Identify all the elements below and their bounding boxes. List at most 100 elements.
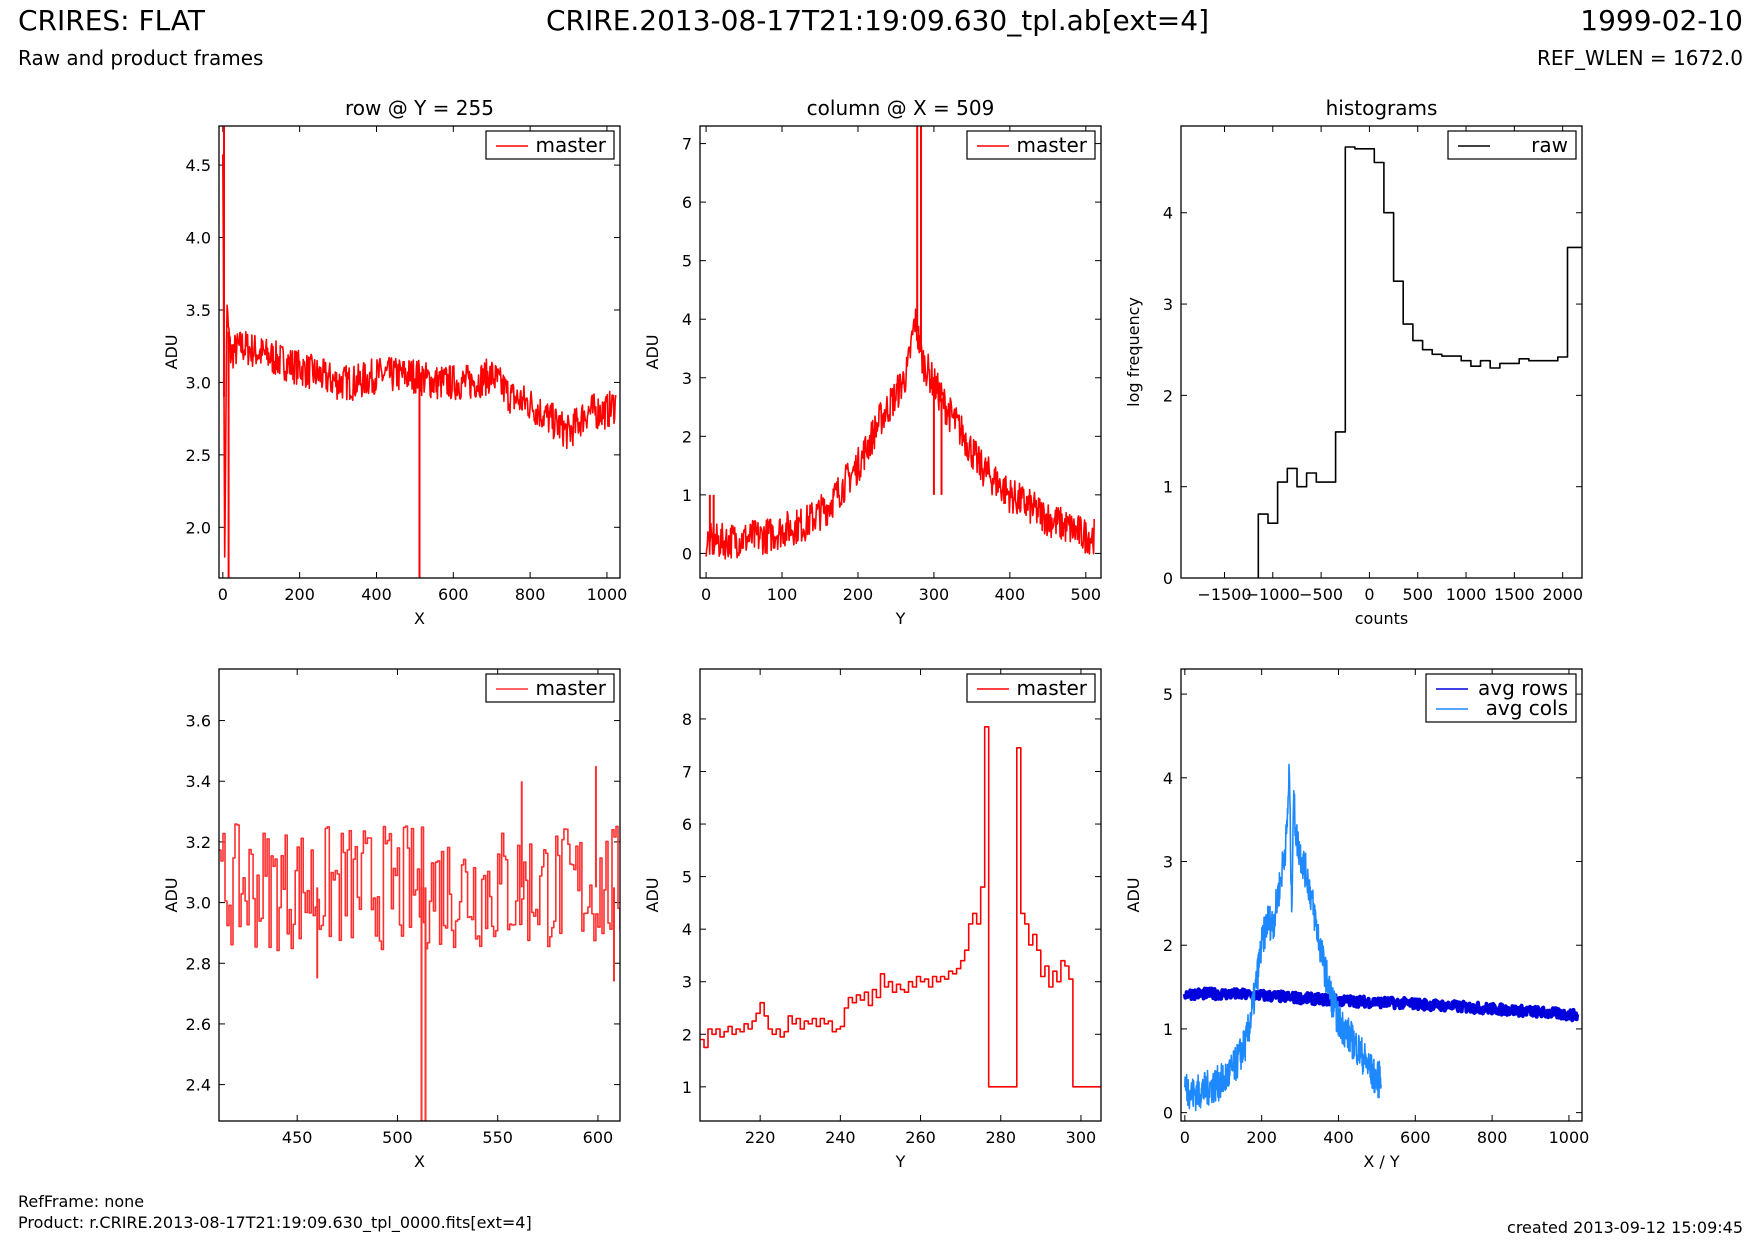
y-tick-label: 4.0: [186, 229, 211, 248]
x-tick-label: 200: [284, 585, 315, 604]
y-tick-label: 2.6: [186, 1015, 211, 1034]
y-tick-label: 4: [682, 310, 692, 329]
y-tick-label: 3: [1163, 295, 1173, 314]
x-tick-label: 1000: [1446, 585, 1487, 604]
x-axis-label-p2: Y: [895, 609, 906, 628]
legend-box-p4: [485, 673, 615, 703]
y-tick-label: 2.4: [186, 1076, 211, 1095]
y-tick-label: 0: [1163, 1104, 1173, 1123]
y-tick-label: 1: [682, 1078, 692, 1097]
legend-label: raw: [1531, 133, 1568, 157]
x-tick-label: 500: [382, 1128, 413, 1147]
x-tick-label: 450: [282, 1128, 313, 1147]
x-tick-label: 0: [701, 585, 711, 604]
x-tick-label: −500: [1299, 585, 1343, 604]
legend-box-p3: [1447, 130, 1577, 160]
file-title: CRIRE.2013-08-17T21:19:09.630_tpl.ab[ext…: [545, 4, 1209, 37]
plot-frame-p3: [1180, 125, 1583, 579]
y-axis-label-p1: ADU: [162, 335, 181, 370]
date-label: 1999-02-10: [1580, 4, 1743, 37]
plot-area-p5: [700, 726, 1101, 1088]
legend-box-p2: [966, 130, 1096, 160]
y-axis-label-p5: ADU: [643, 878, 662, 913]
y-tick-label: 6: [682, 815, 692, 834]
x-tick-label: 240: [825, 1128, 856, 1147]
plot-area-p1: [222, 126, 617, 578]
x-axis-label-p1: X: [414, 609, 425, 628]
x-tick-label: 500: [1402, 585, 1433, 604]
y-tick-label: 0: [682, 544, 692, 563]
y-axis-label-p3: log frequency: [1124, 297, 1143, 407]
y-tick-label: 4: [1163, 204, 1173, 223]
series-line-p4-0: [219, 823, 620, 952]
legend-label: avg rows: [1478, 676, 1568, 700]
y-tick-label: 1: [682, 486, 692, 505]
x-tick-label: 1500: [1494, 585, 1535, 604]
x-tick-label: −1500: [1197, 585, 1251, 604]
x-tick-label: 550: [482, 1128, 513, 1147]
plot-frame-p6: [1180, 668, 1583, 1122]
x-tick-label: 400: [995, 585, 1026, 604]
y-tick-label: 4.5: [186, 156, 211, 175]
y-tick-label: 2: [682, 1025, 692, 1044]
plot-frame-p2: [699, 125, 1102, 579]
legend-box-p6: [1425, 673, 1577, 723]
y-tick-label: 3.2: [186, 833, 211, 852]
x-tick-label: 0: [1180, 1128, 1190, 1147]
x-tick-label: 200: [1246, 1128, 1277, 1147]
y-tick-label: 4: [1163, 769, 1173, 788]
x-tick-label: 500: [1071, 585, 1102, 604]
y-axis-label-p4: ADU: [162, 878, 181, 913]
x-tick-label: 100: [767, 585, 798, 604]
y-tick-label: 3.5: [186, 301, 211, 320]
x-tick-label: 600: [438, 585, 469, 604]
plot-area-p6: [1182, 763, 1580, 1112]
legend-label: master: [535, 676, 606, 700]
x-tick-label: 400: [1323, 1128, 1354, 1147]
x-tick-label: 0: [1364, 585, 1374, 604]
x-tick-label: 600: [583, 1128, 614, 1147]
x-tick-label: −1000: [1246, 585, 1300, 604]
plot-title-p1: row @ Y = 255: [345, 96, 494, 120]
x-tick-label: 400: [361, 585, 392, 604]
x-tick-label: 300: [919, 585, 950, 604]
legend-box-p1: [485, 130, 615, 160]
x-axis-label-p4: X: [414, 1152, 425, 1171]
y-tick-label: 7: [682, 135, 692, 154]
y-tick-label: 2.0: [186, 518, 211, 537]
y-tick-label: 3: [682, 369, 692, 388]
y-tick-label: 2: [682, 427, 692, 446]
y-tick-label: 6: [682, 193, 692, 212]
y-tick-label: 3.4: [186, 772, 211, 791]
y-tick-label: 3: [682, 973, 692, 992]
legend-label: master: [535, 133, 606, 157]
series-line-p6-0: [1182, 986, 1580, 1023]
x-axis-label-p6: X / Y: [1363, 1152, 1400, 1171]
series-line-p1-0: [222, 154, 617, 558]
legend-label: master: [1016, 133, 1087, 157]
series-line-p2-0: [705, 308, 1095, 560]
plot-area-p4: [219, 766, 620, 1121]
x-tick-label: 2000: [1542, 585, 1583, 604]
x-tick-label: 280: [985, 1128, 1016, 1147]
x-tick-label: 200: [843, 585, 874, 604]
y-tick-label: 2: [1163, 386, 1173, 405]
plot-frame-p5: [699, 668, 1102, 1122]
series-line-p6-1: [1184, 763, 1382, 1112]
plot-frame-p4: [218, 668, 621, 1122]
y-tick-label: 2.8: [186, 954, 211, 973]
plot-frame-p1: [218, 125, 621, 579]
y-tick-label: 3.0: [186, 373, 211, 392]
y-tick-label: 5: [1163, 685, 1173, 704]
y-tick-label: 5: [682, 868, 692, 887]
subtitle: Raw and product frames: [18, 46, 264, 70]
series-line-p5-0: [700, 726, 1101, 1088]
y-tick-label: 4: [682, 920, 692, 939]
legend-label: avg cols: [1486, 696, 1568, 720]
y-tick-label: 3.0: [186, 894, 211, 913]
ref-wlen-label: REF_WLEN = 1672.0: [1536, 46, 1743, 70]
y-axis-label-p2: ADU: [643, 335, 662, 370]
series-line-p3-0: [1257, 146, 1582, 578]
y-tick-label: 3.6: [186, 712, 211, 731]
